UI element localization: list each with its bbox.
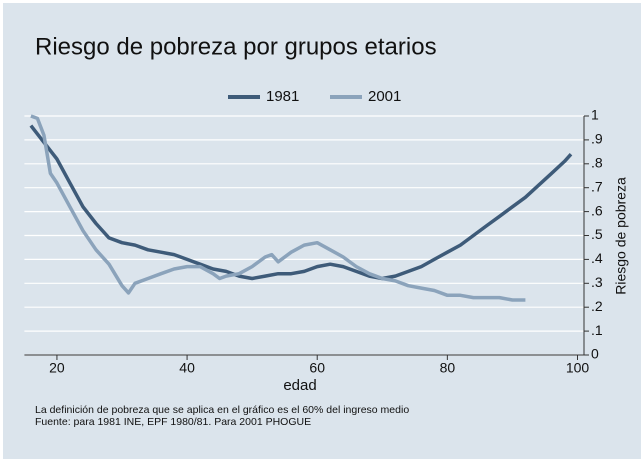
y-tick-label: 0 — [591, 346, 599, 362]
y-tick-label: .1 — [591, 322, 603, 338]
legend-label: 1981 — [266, 88, 299, 105]
series-line — [29, 124, 573, 281]
x-tick-label: 60 — [309, 360, 325, 376]
x-tick-label: 40 — [179, 360, 195, 376]
x-tick-label: 100 — [566, 360, 590, 376]
y-tick-label: .8 — [591, 155, 603, 171]
y-tick-label: .4 — [591, 250, 603, 266]
note: Fuente: para 1981 INE, EPF 1980/81. Para… — [35, 416, 311, 428]
legend-label: 2001 — [368, 88, 401, 105]
background — [3, 3, 641, 459]
x-tick-label: 20 — [49, 360, 65, 376]
y-tick-label: .6 — [591, 202, 603, 218]
y-tick-label: 1 — [591, 107, 599, 123]
y-tick-label: .9 — [591, 131, 603, 147]
x-tick-label: 80 — [440, 360, 456, 376]
note: La definición de pobreza que se aplica e… — [35, 404, 409, 416]
y-axis-title: Riesgo de pobreza — [613, 177, 629, 295]
y-tick-label: .7 — [591, 178, 603, 194]
series-line — [30, 114, 526, 302]
y-tick-label: .2 — [591, 298, 603, 314]
y-tick-label: .5 — [591, 226, 603, 242]
y-tick-label: .3 — [591, 274, 603, 290]
chart-title: Riesgo de pobreza por grupos etarios — [35, 33, 437, 60]
x-axis-title: edad — [283, 377, 316, 394]
